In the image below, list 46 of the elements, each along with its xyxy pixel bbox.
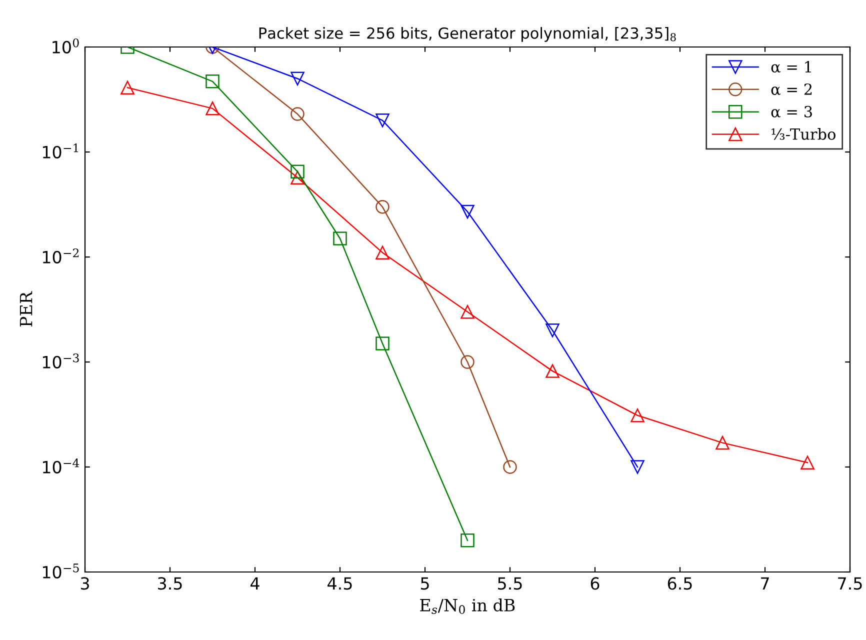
point bbox=[290, 107, 304, 121]
point bbox=[460, 355, 474, 369]
y-tick-label: 10$^{−2}$ bbox=[42, 248, 79, 264]
x-axis-title: E$_{s}$/N$_{0}$ in dB bbox=[420, 598, 515, 614]
legend-label: ⅓-Turbo bbox=[772, 128, 836, 140]
y-tick-label: 10$^{−3}$ bbox=[42, 354, 79, 368]
y-tick-label: 10$^{−4}$ bbox=[42, 458, 80, 474]
x-tick-label: 6.5 bbox=[668, 577, 692, 590]
point bbox=[630, 408, 644, 422]
x-tick-label: 3 bbox=[80, 577, 89, 590]
legend-label: α = 2 bbox=[771, 83, 812, 95]
legend-label: α = 3 bbox=[771, 106, 812, 118]
point bbox=[800, 456, 814, 470]
x-tick-label: 4 bbox=[250, 577, 260, 590]
point bbox=[290, 164, 304, 179]
point bbox=[546, 364, 560, 378]
point bbox=[290, 170, 304, 185]
point bbox=[376, 246, 390, 260]
x-tick-label: 3.5 bbox=[158, 577, 182, 590]
x-tick-label: 4.5 bbox=[328, 577, 352, 590]
x-tick-label: 5 bbox=[420, 577, 429, 590]
point bbox=[206, 102, 220, 116]
point bbox=[206, 74, 220, 88]
point bbox=[716, 436, 730, 450]
y-axis-title: PER bbox=[20, 291, 32, 327]
y-tick-label: 10$^{0}$ bbox=[52, 38, 79, 54]
point bbox=[460, 204, 474, 219]
point bbox=[503, 460, 517, 474]
legend-label: α = 1 bbox=[771, 61, 811, 73]
point bbox=[376, 114, 390, 128]
point bbox=[460, 305, 474, 319]
point bbox=[290, 72, 304, 86]
point bbox=[546, 324, 560, 338]
point bbox=[630, 460, 644, 474]
point bbox=[333, 232, 347, 246]
chart-title: Packet size = 256 bits, Generator polynomial, [23,35]$_{8}$ bbox=[259, 27, 676, 42]
x-tick-label: 7.5 bbox=[838, 577, 862, 590]
y-tick-label: 10$^{−5}$ bbox=[42, 564, 79, 578]
x-tick-label: 5.5 bbox=[498, 577, 522, 590]
point bbox=[376, 336, 390, 350]
point bbox=[120, 80, 134, 95]
y-tick-label: 10$^{−1}$ bbox=[42, 144, 78, 158]
point bbox=[460, 534, 474, 548]
x-tick-label: 6 bbox=[590, 577, 600, 590]
x-tick-label: 7 bbox=[761, 577, 769, 590]
point bbox=[376, 200, 390, 214]
